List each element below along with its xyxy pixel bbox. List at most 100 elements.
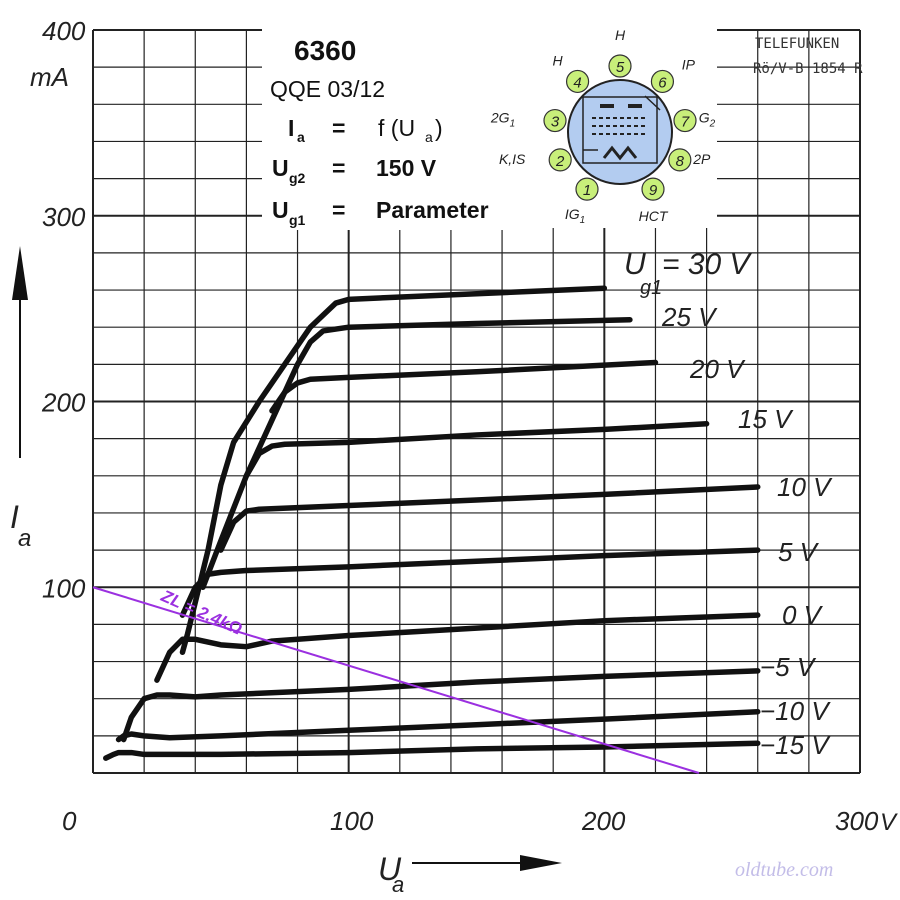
pin-circle bbox=[565, 69, 590, 94]
manufacturer-name: TELEFUNKEN bbox=[755, 36, 839, 52]
curve-label: 10 V bbox=[777, 472, 833, 502]
pin-circle bbox=[608, 54, 632, 78]
svg-text:I: I bbox=[288, 115, 294, 141]
svg-text:a: a bbox=[18, 525, 31, 552]
pin-number: 3 bbox=[551, 114, 560, 131]
pin-label: K,IS bbox=[499, 151, 526, 167]
x-axis-arrow-icon bbox=[412, 855, 562, 871]
svg-text:a: a bbox=[392, 872, 404, 897]
pin-circle bbox=[543, 108, 567, 133]
svg-text:=: = bbox=[332, 115, 345, 141]
curve-label: 0 V bbox=[782, 600, 824, 630]
plate-curve bbox=[269, 359, 659, 414]
pin-4: 4H bbox=[553, 52, 590, 94]
y-axis-arrow-icon bbox=[12, 246, 28, 458]
chart-title: 6360 bbox=[294, 35, 356, 66]
svg-text:U: U bbox=[272, 197, 289, 223]
condition-ug1: U g1 = Parameter bbox=[272, 197, 489, 228]
curve-label: −10 V bbox=[760, 696, 831, 726]
pin-label: H bbox=[615, 27, 626, 43]
pin-circle bbox=[548, 148, 572, 172]
curve-label: 15 V bbox=[738, 404, 794, 434]
y-tick-label: 300 bbox=[42, 202, 86, 232]
curve-label: 25 V bbox=[661, 302, 718, 332]
pin-label: HCT bbox=[639, 208, 669, 224]
condition-ug2: U g2 = 150 V bbox=[272, 155, 437, 186]
curve-label: −15 V bbox=[760, 730, 831, 760]
pin-label: 2G1 bbox=[490, 110, 515, 130]
svg-text:U: U bbox=[272, 155, 289, 181]
curve-labels: Ug1= 30 V25 V20 V15 V10 V5 V0 V−5 V−10 V… bbox=[624, 248, 833, 760]
pin-number: 5 bbox=[616, 59, 625, 76]
load-line: ZL = 2.4kΩ bbox=[92, 586, 700, 774]
pin-label: 2P bbox=[692, 151, 711, 167]
svg-text:g2: g2 bbox=[289, 170, 306, 186]
svg-text:Parameter: Parameter bbox=[376, 197, 489, 223]
plate-curve bbox=[218, 484, 761, 553]
pin-8: 8 2P bbox=[668, 148, 711, 172]
svg-text:=: = bbox=[332, 155, 345, 181]
plate-curve bbox=[243, 421, 710, 479]
svg-text:a: a bbox=[297, 129, 305, 145]
tube-bulb bbox=[567, 79, 673, 185]
x-axis-label: U a bbox=[378, 851, 404, 897]
svg-text:I: I bbox=[10, 499, 19, 535]
svg-text:f (U: f (U bbox=[378, 115, 415, 141]
svg-text:a: a bbox=[425, 129, 433, 145]
pin-9: 9 HCT bbox=[639, 177, 669, 224]
plate-curves bbox=[103, 285, 761, 761]
curve-label: −5 V bbox=[760, 652, 817, 682]
pin-circle bbox=[650, 69, 675, 94]
svg-text:g1: g1 bbox=[640, 277, 662, 299]
header-box bbox=[262, 28, 517, 230]
plate-curve bbox=[200, 317, 633, 590]
svg-text:= 30 V: = 30 V bbox=[662, 248, 753, 281]
plate-curve bbox=[120, 668, 761, 743]
y-tick-label: 400 bbox=[42, 16, 86, 46]
x-tick-label: 100 bbox=[330, 806, 374, 836]
pin-2: 2 K,IS bbox=[499, 148, 572, 172]
x-tick-label: 200 bbox=[581, 806, 626, 836]
x-tick-label: 300 bbox=[835, 806, 879, 836]
axis-ticks: 100 200 300 400 0 100 200 300 bbox=[41, 16, 879, 836]
load-line-label: ZL = 2.4kΩ bbox=[157, 586, 244, 639]
condition-ia: I a = f (U a ) bbox=[288, 115, 443, 145]
x-unit-label: V bbox=[880, 809, 898, 836]
y-unit-label: mA bbox=[30, 62, 69, 92]
plate-curve bbox=[103, 740, 761, 761]
svg-text:150 V: 150 V bbox=[376, 155, 437, 181]
pin-3: 3 2G1 bbox=[490, 108, 567, 133]
chart-subtitle: QQE 03/12 bbox=[270, 76, 385, 102]
pin-number: 9 bbox=[649, 182, 658, 199]
pin-5: 5H bbox=[608, 27, 632, 78]
pin-number: 7 bbox=[681, 114, 690, 131]
plate-curve bbox=[179, 285, 608, 656]
manufacturer-reference: Rö/V-B 1854 R bbox=[753, 61, 863, 77]
svg-text:U: U bbox=[624, 248, 646, 281]
load-line-stroke bbox=[92, 586, 700, 774]
pin-number: 6 bbox=[658, 74, 667, 91]
pin-label: H bbox=[553, 52, 564, 68]
plate-curve bbox=[154, 612, 761, 683]
pin-6: 6 IP bbox=[650, 56, 696, 94]
tube-electrodes-icon bbox=[582, 95, 661, 164]
y-axis-label: I a bbox=[10, 499, 31, 552]
watermark: oldtube.com bbox=[735, 859, 833, 881]
pin-circle bbox=[575, 177, 599, 201]
pin-circle bbox=[673, 108, 697, 133]
plate-curve bbox=[115, 708, 761, 743]
svg-text:g1: g1 bbox=[289, 212, 306, 228]
svg-text:=: = bbox=[332, 197, 345, 223]
svg-text:U: U bbox=[378, 851, 402, 887]
pin-number: 8 bbox=[676, 153, 685, 170]
pin-number: 4 bbox=[573, 74, 581, 91]
y-tick-label: 100 bbox=[42, 573, 86, 603]
y-tick-label: 200 bbox=[41, 388, 86, 418]
x-tick-label: 0 bbox=[62, 806, 77, 836]
plate-curve bbox=[179, 547, 761, 618]
pin-number: 1 bbox=[583, 182, 591, 199]
pin-number: 2 bbox=[555, 153, 565, 170]
curve-label: Ug1= 30 V bbox=[624, 248, 753, 299]
